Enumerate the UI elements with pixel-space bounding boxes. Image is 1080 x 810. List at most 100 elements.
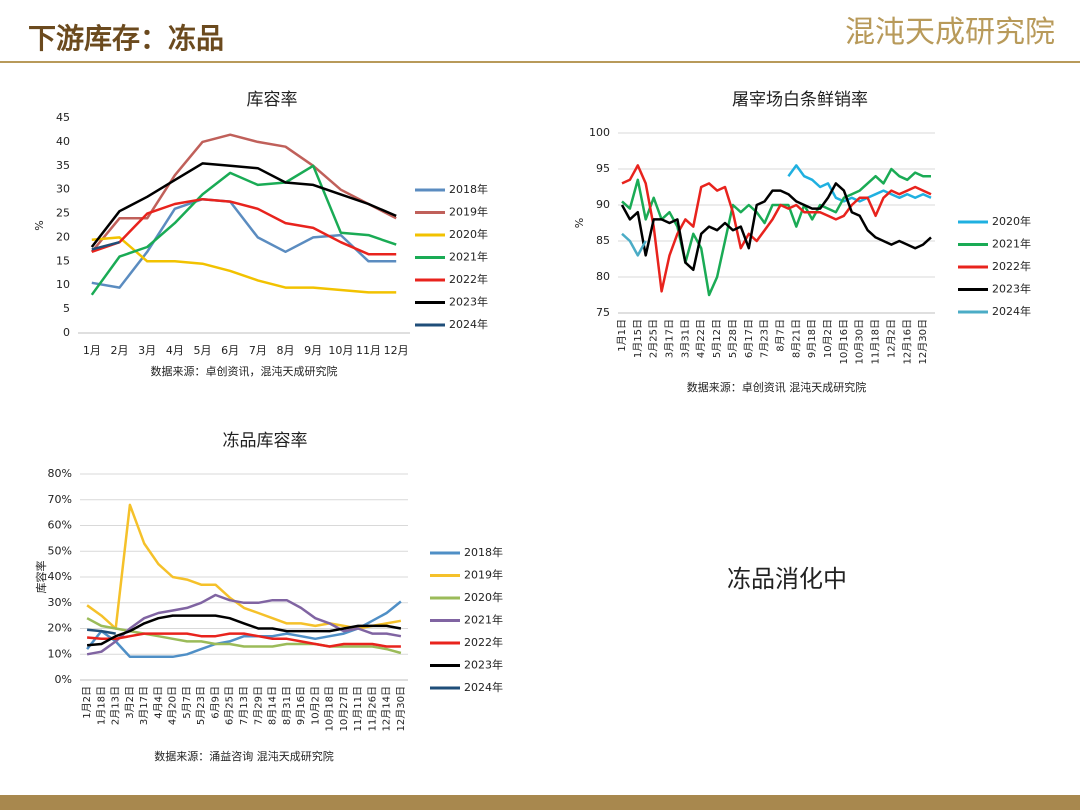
y-axis-label: % <box>33 220 46 230</box>
y-tick-label: 40% <box>48 570 72 583</box>
y-tick-label: 10 <box>56 278 70 291</box>
x-tick-label: 5月12日 <box>711 319 723 358</box>
page-title: 下游库存：冻品 <box>28 22 224 55</box>
x-tick-label: 5月23日 <box>195 686 207 725</box>
x-tick-label: 9月18日 <box>806 319 818 358</box>
y-tick-label: 25 <box>56 207 70 220</box>
x-tick-label: 6月 <box>221 344 239 357</box>
y-tick-label: 85 <box>596 234 610 247</box>
x-tick-label: 1月 <box>83 344 101 357</box>
x-tick-label: 1月2日 <box>81 686 93 719</box>
legend-label: 2020年 <box>992 214 1031 228</box>
x-tick-label: 2月13日 <box>110 686 122 725</box>
series-line <box>86 632 401 648</box>
y-tick-label: 30% <box>48 596 72 609</box>
x-tick-label: 4月20日 <box>167 686 179 725</box>
x-tick-label: 10月 <box>328 344 353 357</box>
x-tick-label: 10月2日 <box>309 686 321 725</box>
x-tick-label: 10月30日 <box>854 319 866 364</box>
x-tick-label: 2月 <box>111 344 129 357</box>
series-line <box>621 232 647 257</box>
y-tick-label: 80% <box>48 467 72 480</box>
x-tick-label: 12月30日 <box>917 319 929 364</box>
y-tick-label: 5 <box>63 302 70 315</box>
x-tick-label: 8月7日 <box>774 319 786 352</box>
x-tick-label: 10月18日 <box>324 686 336 731</box>
x-tick-label: 3月31日 <box>679 319 691 358</box>
y-tick-label: 20% <box>48 622 72 635</box>
y-tick-label: 20 <box>56 230 70 243</box>
x-tick-label: 9月16日 <box>295 686 307 725</box>
y-tick-label: 15 <box>56 254 70 267</box>
note: 冻品消化中 <box>727 565 847 593</box>
series-line <box>86 600 402 659</box>
x-tick-label: 12月30日 <box>395 686 407 731</box>
x-tick-label: 1月1日 <box>616 319 628 352</box>
y-tick-label: 0% <box>55 673 72 686</box>
source-note: 数据来源：卓创资讯 混沌天成研究院 <box>687 380 867 394</box>
x-tick-label: 12月2日 <box>885 319 897 358</box>
legend-label: 2022年 <box>992 259 1031 273</box>
y-tick-label: 0 <box>63 326 70 339</box>
legend-label: 2023年 <box>992 282 1031 296</box>
legend-label: 2024年 <box>464 680 503 694</box>
x-tick-label: 7月23日 <box>759 319 771 358</box>
x-tick-label: 6月17日 <box>743 319 755 358</box>
x-tick-label: 1月15日 <box>632 319 644 358</box>
y-tick-label: 50% <box>48 544 72 557</box>
x-tick-label: 4月22日 <box>695 319 707 358</box>
legend-label: 2019年 <box>449 205 488 219</box>
series-line <box>91 240 120 251</box>
series-line <box>90 164 397 296</box>
x-tick-label: 3月2日 <box>124 686 136 719</box>
y-tick-label: 90 <box>596 198 610 211</box>
series-line <box>86 628 116 635</box>
legend-label: 2023年 <box>449 295 488 309</box>
x-tick-label: 12月 <box>384 344 409 357</box>
legend-label: 2019年 <box>464 568 503 582</box>
series-line <box>621 167 931 297</box>
x-tick-label: 3月17日 <box>138 686 150 725</box>
x-tick-label: 12月14日 <box>381 686 393 731</box>
x-tick-label: 10月2日 <box>822 319 834 358</box>
y-tick-label: 70% <box>48 493 72 506</box>
legend-label: 2022年 <box>464 635 503 649</box>
x-tick-label: 11月26日 <box>366 686 378 731</box>
x-tick-label: 3月 <box>138 344 156 357</box>
y-tick-label: 80 <box>596 270 610 283</box>
x-tick-label: 7月 <box>249 344 267 357</box>
chart-title: 屠宰场白条鲜销率 <box>732 90 868 110</box>
y-tick-label: 75 <box>596 306 610 319</box>
footer-bar <box>0 795 1080 810</box>
x-tick-label: 8月14日 <box>267 686 279 725</box>
x-tick-label: 5月7日 <box>181 686 193 719</box>
x-tick-label: 4月4日 <box>152 686 164 719</box>
series-line <box>621 164 932 293</box>
x-tick-label: 11月 <box>356 344 381 357</box>
x-tick-label: 2月25日 <box>648 319 660 358</box>
source-note: 数据来源：涌益咨询 混沌天成研究院 <box>154 749 334 763</box>
series-line <box>86 614 402 647</box>
series-line <box>86 593 402 656</box>
chart-title: 冻品库容率 <box>223 431 308 451</box>
legend-label: 2021年 <box>449 250 488 264</box>
series-line <box>91 236 397 294</box>
legend-label: 2024年 <box>992 304 1031 318</box>
x-tick-label: 8月31日 <box>281 686 293 725</box>
x-tick-label: 12月16日 <box>901 319 913 364</box>
legend-label: 2023年 <box>464 658 503 672</box>
x-tick-label: 10月27日 <box>338 686 350 731</box>
x-tick-label: 3月17日 <box>664 319 676 358</box>
y-tick-label: 60% <box>48 519 72 532</box>
legend-label: 2022年 <box>449 272 488 286</box>
x-tick-label: 8月 <box>277 344 295 357</box>
x-tick-label: 11月18日 <box>870 319 882 364</box>
y-tick-label: 40 <box>56 135 70 148</box>
x-tick-label: 6月9日 <box>209 686 221 719</box>
y-axis-label: % <box>573 218 586 228</box>
x-tick-label: 10月16日 <box>838 319 850 364</box>
y-tick-label: 30 <box>56 183 70 196</box>
y-tick-label: 35 <box>56 159 70 172</box>
